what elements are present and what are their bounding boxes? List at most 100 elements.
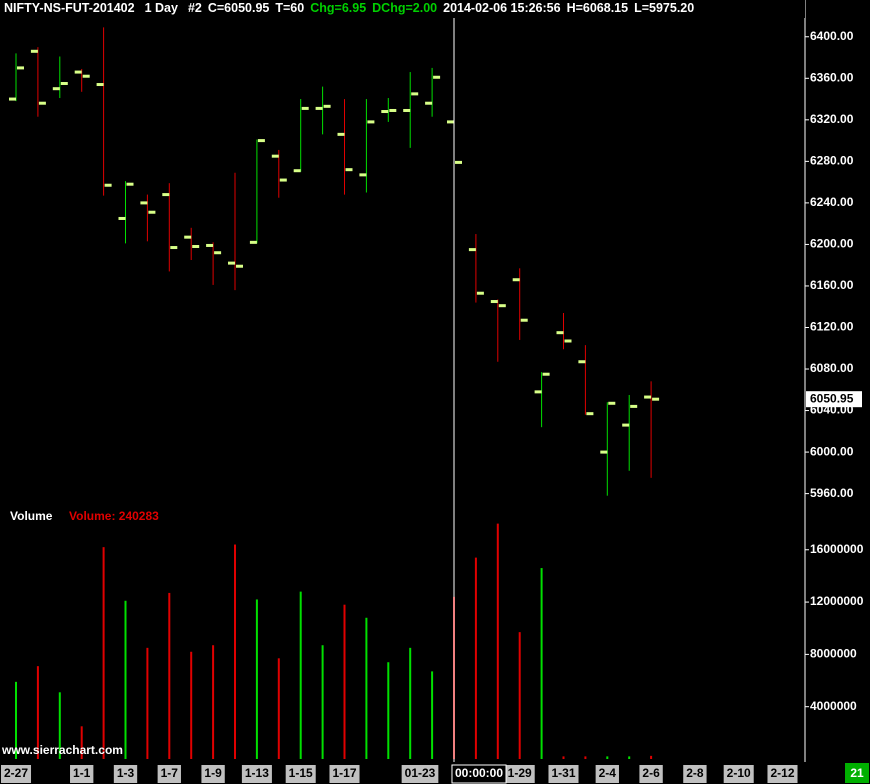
x-tick-label: 1-1 (73, 766, 91, 780)
close-tick (323, 104, 331, 108)
y2-tick-label: 16000000 (810, 542, 864, 556)
y2-tick-label: 8000000 (810, 647, 857, 661)
volume-bar (58, 692, 61, 759)
volume-bar (255, 599, 258, 759)
x-tick-label: 1-13 (245, 766, 269, 780)
volume-bar (277, 658, 280, 759)
x-tick-label: 2-10 (727, 766, 751, 780)
close-tick (126, 182, 134, 186)
y2-tick-label: 4000000 (810, 699, 857, 713)
trades-text: T=60 (275, 1, 304, 15)
volume-bar (562, 756, 565, 759)
x-tick-label: 2-8 (686, 766, 704, 780)
close-tick (60, 81, 68, 85)
y-tick-label: 6440.00 (810, 0, 854, 1)
x-tick-label: 2-4 (599, 766, 617, 780)
open-tick (228, 261, 235, 265)
y-tick-label: 5960.00 (810, 486, 854, 500)
chart-number: #2 (188, 1, 202, 15)
open-tick (140, 201, 148, 205)
cursor-date-box (401, 765, 439, 783)
x-tick-label-box (0, 765, 32, 783)
volume-bar (15, 681, 17, 759)
close-tick (564, 339, 572, 343)
open-tick (490, 300, 498, 304)
x-tick-label: 1-31 (551, 766, 575, 780)
close-tick (148, 210, 156, 214)
close-tick (520, 318, 528, 322)
close-tick (17, 66, 24, 70)
symbol: NIFTY-NS-FUT-201402 (4, 1, 135, 15)
y-tick-label: 6400.00 (810, 29, 854, 43)
x-tick-label: 2-12 (770, 766, 794, 780)
volume-bar (584, 756, 587, 759)
open-tick (447, 120, 454, 124)
high-text: H=6068.15 (567, 1, 629, 15)
cursor-time: 00:00:00 (455, 766, 503, 780)
x-tick-label-box (683, 765, 707, 783)
y-tick-label: 6000.00 (810, 444, 854, 458)
open-tick (556, 331, 564, 335)
volume-bar (124, 600, 127, 759)
volume-bar (80, 726, 83, 759)
x-tick-label: 1-17 (332, 766, 356, 780)
last-price-box (806, 391, 862, 408)
open-tick (271, 154, 279, 158)
badge: 21 (850, 766, 864, 780)
x-tick-label-box (595, 765, 619, 783)
close-tick (192, 245, 200, 249)
x-tick-label: 1-15 (289, 766, 313, 780)
header: NIFTY-NS-FUT-201402 1 Day #2 C=6050.95 T=60 C… (4, 1, 694, 15)
close-tick (433, 75, 441, 79)
x-tick-label: 1-3 (117, 766, 135, 780)
period: 1 Day (145, 1, 178, 15)
volume-bar (474, 557, 477, 759)
open-tick (359, 173, 367, 177)
x-tick-label-box (157, 765, 181, 783)
close-tick (104, 183, 112, 187)
x-tick-label-box (723, 765, 754, 783)
x-tick-label-box (767, 765, 798, 783)
header-bar (0, 0, 805, 18)
volume-bar (431, 671, 434, 759)
open-tick (578, 360, 586, 364)
open-tick (425, 101, 433, 105)
open-tick (206, 243, 214, 247)
open-tick (96, 83, 104, 87)
close-tick (214, 251, 222, 255)
close-tick (367, 120, 375, 124)
x-tick-label-box (241, 765, 272, 783)
close-tick (279, 178, 287, 182)
close-tick (652, 397, 660, 401)
y-tick-label: 6240.00 (810, 195, 854, 209)
volume-title: Volume (10, 509, 53, 523)
close-tick (38, 101, 46, 105)
open-tick (249, 240, 257, 244)
volume-bar (365, 617, 368, 759)
x-tick-label: 1-9 (204, 766, 222, 780)
x-tick-label: 2-27 (4, 766, 28, 780)
x-tick-label-box (504, 765, 535, 783)
plot (9, 18, 660, 762)
y-tick-label: 6320.00 (810, 112, 854, 126)
x-tick-label-box (285, 765, 316, 783)
x-tick-label: 1-7 (161, 766, 179, 780)
badge-box (845, 763, 869, 783)
volume-bar (234, 544, 236, 759)
change-text: Chg=6.95 (310, 1, 366, 15)
x-tick-label-box (329, 765, 360, 783)
open-tick (52, 87, 60, 91)
volume-bar (321, 645, 324, 759)
open-tick (644, 395, 652, 399)
volume-bar (518, 632, 521, 759)
close-tick (301, 106, 309, 110)
y-tick-label: 6080.00 (810, 361, 854, 375)
close-tick (476, 291, 484, 295)
volume-bar (299, 591, 302, 759)
x-tick-label-box (639, 765, 663, 783)
open-tick (74, 70, 82, 74)
close-tick (389, 108, 397, 112)
volume-bar (146, 647, 149, 759)
